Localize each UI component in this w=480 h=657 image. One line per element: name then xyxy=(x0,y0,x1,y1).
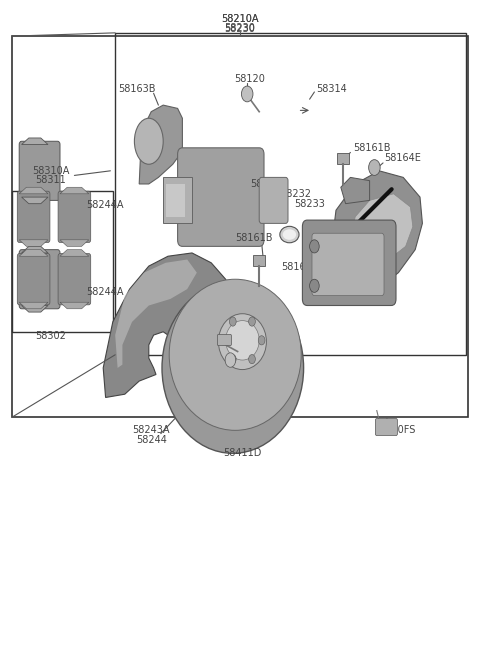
Circle shape xyxy=(310,279,319,292)
Text: 58230: 58230 xyxy=(225,24,255,34)
Circle shape xyxy=(241,86,253,102)
FancyBboxPatch shape xyxy=(17,191,50,242)
Text: 58120: 58120 xyxy=(234,74,265,85)
Circle shape xyxy=(229,355,236,364)
Ellipse shape xyxy=(226,321,259,360)
Circle shape xyxy=(229,317,236,326)
FancyBboxPatch shape xyxy=(312,233,384,296)
Text: 58310A: 58310A xyxy=(32,166,69,176)
Polygon shape xyxy=(19,187,48,194)
Ellipse shape xyxy=(134,118,163,164)
Polygon shape xyxy=(60,302,89,309)
Text: 1220FS: 1220FS xyxy=(380,425,417,436)
Circle shape xyxy=(310,240,319,253)
FancyBboxPatch shape xyxy=(19,141,60,200)
FancyBboxPatch shape xyxy=(58,254,91,305)
Ellipse shape xyxy=(162,283,303,453)
Ellipse shape xyxy=(169,279,301,430)
Polygon shape xyxy=(22,138,48,145)
Text: 58411D: 58411D xyxy=(223,448,262,459)
Polygon shape xyxy=(350,194,413,265)
FancyBboxPatch shape xyxy=(17,254,50,305)
Text: 58161B: 58161B xyxy=(353,143,390,153)
Text: 58244: 58244 xyxy=(136,435,167,445)
Polygon shape xyxy=(341,273,370,296)
Text: 58233: 58233 xyxy=(294,198,325,209)
Polygon shape xyxy=(253,255,265,266)
Ellipse shape xyxy=(218,314,266,369)
FancyBboxPatch shape xyxy=(375,419,397,436)
Circle shape xyxy=(225,353,236,367)
Text: @: @ xyxy=(227,365,234,371)
Text: 58210A: 58210A xyxy=(221,14,259,24)
Text: 58311: 58311 xyxy=(35,175,66,185)
Bar xyxy=(12,36,468,417)
FancyBboxPatch shape xyxy=(302,220,396,306)
Polygon shape xyxy=(19,302,48,309)
Polygon shape xyxy=(60,250,89,256)
Polygon shape xyxy=(139,105,182,184)
Polygon shape xyxy=(22,306,48,312)
Text: 58230: 58230 xyxy=(225,23,255,34)
Polygon shape xyxy=(341,177,370,204)
Polygon shape xyxy=(22,197,48,204)
Circle shape xyxy=(369,160,380,175)
Polygon shape xyxy=(19,250,48,256)
Text: 51711: 51711 xyxy=(215,317,246,327)
Text: 58161B: 58161B xyxy=(236,233,273,244)
Polygon shape xyxy=(115,260,197,368)
Circle shape xyxy=(258,336,265,345)
Bar xyxy=(12,191,113,332)
Circle shape xyxy=(249,317,255,326)
Bar xyxy=(115,33,466,355)
Circle shape xyxy=(220,336,227,345)
Polygon shape xyxy=(331,171,422,289)
Polygon shape xyxy=(60,187,89,194)
Text: 58235C: 58235C xyxy=(250,179,288,189)
Text: 58244A: 58244A xyxy=(86,287,124,298)
Polygon shape xyxy=(337,153,349,164)
Text: 1351JD: 1351JD xyxy=(232,328,267,338)
FancyBboxPatch shape xyxy=(217,334,231,346)
Circle shape xyxy=(249,355,255,364)
FancyBboxPatch shape xyxy=(259,177,288,223)
Text: 58314: 58314 xyxy=(316,83,347,94)
Polygon shape xyxy=(22,246,48,253)
Circle shape xyxy=(306,278,318,294)
Polygon shape xyxy=(103,253,235,397)
Ellipse shape xyxy=(283,229,296,240)
Text: 58243A: 58243A xyxy=(132,425,170,436)
Text: 58164E: 58164E xyxy=(384,152,421,163)
FancyBboxPatch shape xyxy=(19,250,60,309)
Text: 58210A: 58210A xyxy=(221,14,259,24)
FancyBboxPatch shape xyxy=(178,148,264,246)
Text: 58302: 58302 xyxy=(35,331,66,342)
Polygon shape xyxy=(19,240,48,246)
FancyBboxPatch shape xyxy=(58,191,91,242)
Ellipse shape xyxy=(280,226,299,242)
Text: 58244A: 58244A xyxy=(86,200,124,210)
Polygon shape xyxy=(60,240,89,246)
Text: 58164E: 58164E xyxy=(282,262,318,273)
Bar xyxy=(163,177,192,223)
Text: 58163B: 58163B xyxy=(118,83,156,94)
Text: 58232: 58232 xyxy=(280,189,311,199)
Bar xyxy=(166,184,185,217)
